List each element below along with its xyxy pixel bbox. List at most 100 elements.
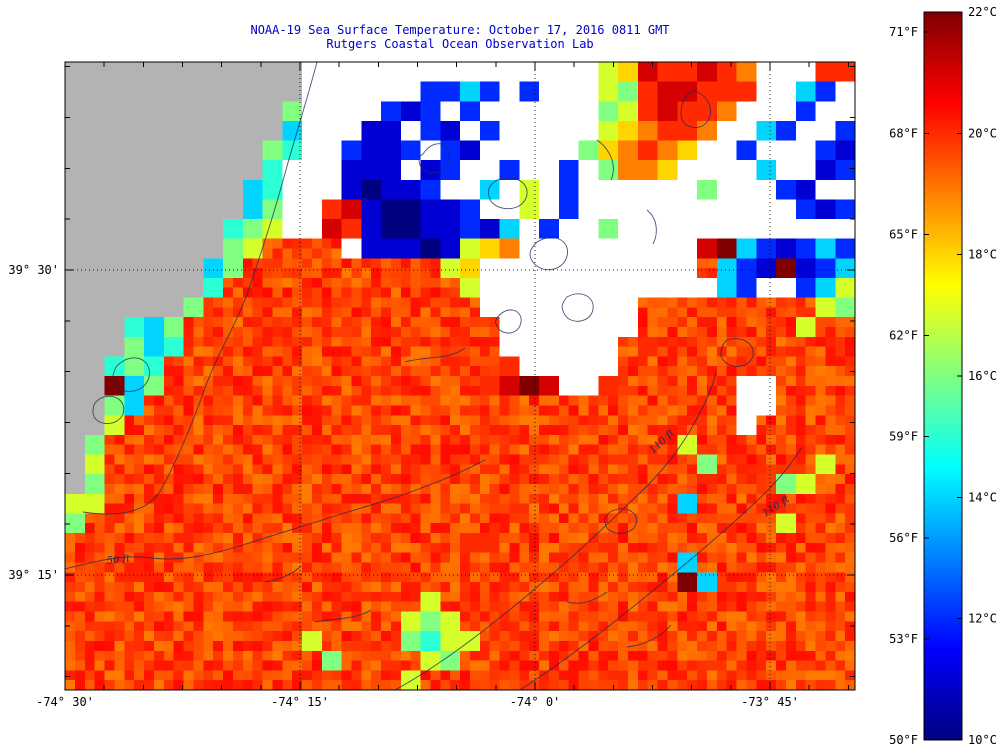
sst-cell bbox=[706, 415, 718, 426]
cloud-cell bbox=[558, 336, 579, 357]
sst-cell bbox=[193, 356, 204, 367]
sst-cell bbox=[94, 562, 105, 573]
sst-cell bbox=[341, 640, 352, 652]
sst-cell bbox=[262, 503, 273, 514]
sst-cell bbox=[776, 434, 787, 446]
cloud-cell bbox=[400, 160, 421, 181]
sst-cell bbox=[371, 513, 382, 524]
sst-cell bbox=[627, 552, 639, 563]
sst-cell bbox=[825, 395, 836, 406]
sst-cell bbox=[726, 356, 737, 367]
sst-cell bbox=[440, 258, 461, 279]
sst-cell bbox=[618, 680, 629, 691]
sst-cell bbox=[144, 464, 155, 475]
sst-cell bbox=[489, 356, 500, 367]
sst-cell bbox=[262, 640, 273, 652]
sst-cell bbox=[805, 415, 816, 426]
sst-cell bbox=[706, 366, 718, 377]
sst-cell bbox=[736, 317, 747, 328]
cloud-cell bbox=[598, 258, 619, 279]
sst-cell bbox=[371, 523, 382, 534]
sst-cell bbox=[430, 268, 441, 279]
sst-cell bbox=[706, 336, 718, 347]
cloud-cell bbox=[578, 120, 599, 141]
sst-cell bbox=[440, 601, 451, 612]
sst-cell bbox=[825, 326, 836, 338]
cloud-cell bbox=[558, 317, 579, 338]
sst-cell bbox=[479, 395, 491, 406]
sst-cell bbox=[845, 454, 856, 465]
sst-cell bbox=[232, 562, 244, 573]
sst-cell bbox=[203, 395, 214, 406]
sst-cell bbox=[440, 425, 451, 436]
sst-cell bbox=[440, 405, 451, 416]
sst-cell bbox=[548, 523, 560, 534]
sst-cell bbox=[795, 356, 807, 367]
sst-cell bbox=[213, 680, 224, 691]
cloud-cell bbox=[499, 120, 520, 141]
figure-subtitle: Rutgers Coastal Ocean Observation Lab bbox=[326, 37, 593, 51]
sst-cell bbox=[539, 493, 550, 504]
sst-cell bbox=[785, 533, 797, 544]
sst-cell bbox=[529, 513, 540, 524]
sst-cell bbox=[568, 650, 579, 661]
sst-cell bbox=[578, 660, 589, 671]
sst-cell bbox=[805, 336, 816, 347]
sst-cell bbox=[262, 376, 273, 387]
sst-cell bbox=[766, 493, 777, 504]
sst-cell bbox=[647, 405, 658, 416]
sst-cell bbox=[153, 591, 165, 603]
sst-cell bbox=[144, 454, 155, 465]
sst-cell bbox=[262, 493, 273, 504]
sst-cell bbox=[144, 444, 155, 455]
sst-cell bbox=[618, 513, 629, 524]
sst-cell bbox=[716, 385, 728, 397]
sst-cell bbox=[460, 483, 471, 495]
sst-cell bbox=[390, 346, 402, 357]
sst-cell bbox=[183, 474, 194, 485]
sst-cell bbox=[232, 582, 244, 593]
sst-cell bbox=[746, 307, 757, 318]
sst-cell bbox=[400, 444, 412, 455]
sst-cell bbox=[499, 601, 510, 612]
sst-cell bbox=[361, 317, 372, 328]
sst-cell bbox=[203, 474, 214, 485]
sst-cell bbox=[756, 572, 767, 583]
sst-cell bbox=[598, 601, 609, 612]
sst-cell bbox=[578, 464, 589, 475]
sst-cell bbox=[183, 601, 194, 612]
sst-cell bbox=[302, 562, 313, 573]
sst-cell bbox=[104, 444, 115, 455]
sst-cell bbox=[548, 552, 560, 563]
sst-cell bbox=[321, 277, 333, 289]
sst-cell bbox=[282, 503, 293, 514]
sst-cell bbox=[420, 454, 431, 465]
sst-cell bbox=[509, 582, 520, 593]
sst-cell bbox=[519, 572, 530, 583]
sst-cell bbox=[302, 425, 313, 436]
sst-cell bbox=[311, 444, 323, 455]
sst-cell bbox=[104, 582, 115, 593]
sst-cell bbox=[460, 81, 481, 102]
sst-cell bbox=[716, 474, 728, 485]
cloud-cell bbox=[539, 140, 560, 161]
sst-cell bbox=[84, 493, 105, 514]
sst-cell bbox=[163, 621, 175, 632]
sst-cell bbox=[302, 415, 313, 426]
sst-cell bbox=[242, 523, 254, 534]
sst-cell bbox=[756, 317, 767, 328]
sst-cell bbox=[292, 395, 303, 406]
sst-cell bbox=[410, 317, 421, 328]
sst-cell bbox=[479, 640, 491, 652]
land-cell bbox=[203, 120, 224, 141]
sst-cell bbox=[677, 660, 688, 671]
sst-cell bbox=[647, 317, 658, 328]
sst-cell bbox=[558, 552, 570, 563]
sst-cell bbox=[795, 258, 816, 279]
sst-cell bbox=[479, 670, 491, 681]
sst-cell bbox=[706, 533, 718, 544]
sst-cell bbox=[588, 483, 599, 495]
sst-cell bbox=[173, 631, 184, 642]
sst-cell bbox=[835, 464, 846, 475]
sst-cell bbox=[637, 405, 649, 416]
